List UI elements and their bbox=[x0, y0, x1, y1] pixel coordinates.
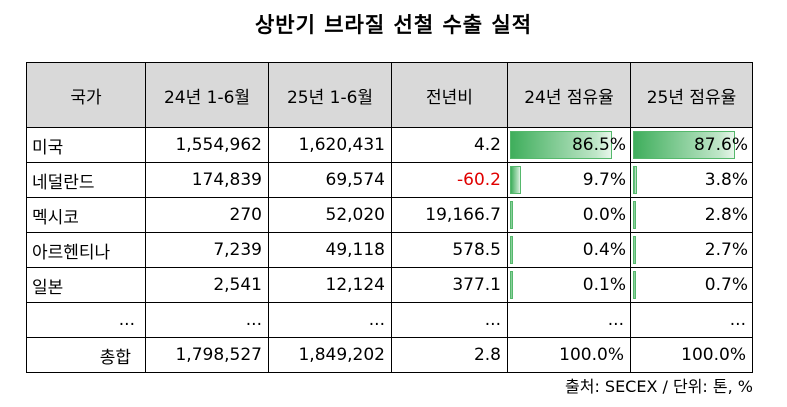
share-2025-cell: 2.8% bbox=[630, 197, 753, 233]
yoy-cell: -60.2 bbox=[391, 162, 508, 198]
share-2024-cell: 0.1% bbox=[507, 267, 631, 303]
header-country: 국가 bbox=[26, 62, 146, 128]
share-2025-data-bar bbox=[633, 166, 638, 194]
share-2025-data-bar bbox=[633, 131, 736, 159]
country-cell: 미국 bbox=[26, 127, 146, 163]
share-2024-cell: 9.7% bbox=[507, 162, 631, 198]
header-share-2025: 25년 점유율 bbox=[630, 62, 753, 128]
share-2024-data-bar bbox=[510, 166, 522, 194]
table-row: 멕시코 270 52,020 19,166.7 0.0% 2.8% bbox=[26, 197, 753, 233]
share-2024-data-bar bbox=[510, 201, 513, 229]
share-2025-value: 3.8% bbox=[704, 170, 748, 190]
country-cell: 아르헨티나 bbox=[26, 232, 146, 268]
total-yoy: 2.8 bbox=[391, 337, 508, 373]
share-2024-cell: 0.4% bbox=[507, 232, 631, 268]
total-h1-2024: 1,798,527 bbox=[145, 337, 269, 373]
share-2025-data-bar bbox=[633, 271, 636, 299]
total-share-2025: 100.0% bbox=[630, 337, 753, 373]
h1-2024-cell: 1,554,962 bbox=[145, 127, 269, 163]
share-2024-value: 0.4% bbox=[582, 240, 626, 260]
header-h1-2024: 24년 1-6월 bbox=[145, 62, 269, 128]
yoy-cell: 4.2 bbox=[391, 127, 508, 163]
h1-2024-cell: 2,541 bbox=[145, 267, 269, 303]
share-2025-value: 2.8% bbox=[704, 205, 748, 225]
share-2024-value: 9.7% bbox=[582, 170, 626, 190]
table-row: 네덜란드 174,839 69,574 -60.2 9.7% 3.8% bbox=[26, 162, 753, 198]
share-2025-value: 2.7% bbox=[704, 240, 748, 260]
share-2024-cell: 0.0% bbox=[507, 197, 631, 233]
h1-2025-cell: 1,620,431 bbox=[268, 127, 392, 163]
share-2024-cell: ... bbox=[507, 302, 631, 338]
share-2024-data-bar bbox=[510, 236, 513, 264]
country-cell: ... bbox=[26, 302, 146, 338]
country-cell: 일본 bbox=[26, 267, 146, 303]
share-2025-data-bar bbox=[633, 201, 637, 229]
yoy-cell: 377.1 bbox=[391, 267, 508, 303]
yoy-cell: 578.5 bbox=[391, 232, 508, 268]
header-h1-2025: 25년 1-6월 bbox=[268, 62, 392, 128]
share-2025-cell: ... bbox=[630, 302, 753, 338]
table-total-row: 총합 1,798,527 1,849,202 2.8 100.0% 100.0% bbox=[26, 337, 753, 373]
share-2024-value: 0.1% bbox=[582, 275, 626, 295]
share-2025-cell: 0.7% bbox=[630, 267, 753, 303]
h1-2025-cell: ... bbox=[268, 302, 392, 338]
h1-2024-cell: 270 bbox=[145, 197, 269, 233]
h1-2025-cell: 49,118 bbox=[268, 232, 392, 268]
h1-2024-cell: ... bbox=[145, 302, 269, 338]
country-cell: 멕시코 bbox=[26, 197, 146, 233]
header-yoy: 전년비 bbox=[391, 62, 508, 128]
page-title: 상반기 브라질 선철 수출 실적 bbox=[254, 13, 533, 37]
share-2025-cell: 2.7% bbox=[630, 232, 753, 268]
export-table: 국가 24년 1-6월 25년 1-6월 전년비 24년 점유율 25년 점유율… bbox=[26, 62, 753, 373]
total-h1-2025: 1,849,202 bbox=[268, 337, 392, 373]
table-row: 일본 2,541 12,124 377.1 0.1% 0.7% bbox=[26, 267, 753, 303]
share-2025-value: 0.7% bbox=[704, 275, 748, 295]
source-note: 출처: SECEX / 단위: 톤, % bbox=[565, 377, 753, 396]
share-2024-value: 0.0% bbox=[582, 205, 626, 225]
share-2024-value: 86.5% bbox=[571, 135, 626, 155]
header-share-2024: 24년 점유율 bbox=[507, 62, 631, 128]
table-row: 아르헨티나 7,239 49,118 578.5 0.4% 2.7% bbox=[26, 232, 753, 268]
share-2025-value: 87.6% bbox=[693, 135, 748, 155]
h1-2025-cell: 52,020 bbox=[268, 197, 392, 233]
yoy-cell: ... bbox=[391, 302, 508, 338]
total-share-2024: 100.0% bbox=[507, 337, 631, 373]
table-row-ellipsis: ... ... ... ... ... ... bbox=[26, 302, 753, 338]
share-2025-cell: 87.6% bbox=[630, 127, 753, 163]
country-cell: 네덜란드 bbox=[26, 162, 146, 198]
table-row: 미국 1,554,962 1,620,431 4.2 86.5% 87.6% bbox=[26, 127, 753, 163]
h1-2025-cell: 69,574 bbox=[268, 162, 392, 198]
yoy-cell: 19,166.7 bbox=[391, 197, 508, 233]
total-label: 총합 bbox=[26, 337, 146, 373]
table-header-row: 국가 24년 1-6월 25년 1-6월 전년비 24년 점유율 25년 점유율 bbox=[26, 62, 753, 128]
share-2025-cell: 3.8% bbox=[630, 162, 753, 198]
share-2024-data-bar bbox=[510, 271, 513, 299]
h1-2024-cell: 174,839 bbox=[145, 162, 269, 198]
share-2024-data-bar bbox=[510, 131, 613, 159]
h1-2025-cell: 12,124 bbox=[268, 267, 392, 303]
share-2024-cell: 86.5% bbox=[507, 127, 631, 163]
share-2025-data-bar bbox=[633, 236, 637, 264]
h1-2024-cell: 7,239 bbox=[145, 232, 269, 268]
